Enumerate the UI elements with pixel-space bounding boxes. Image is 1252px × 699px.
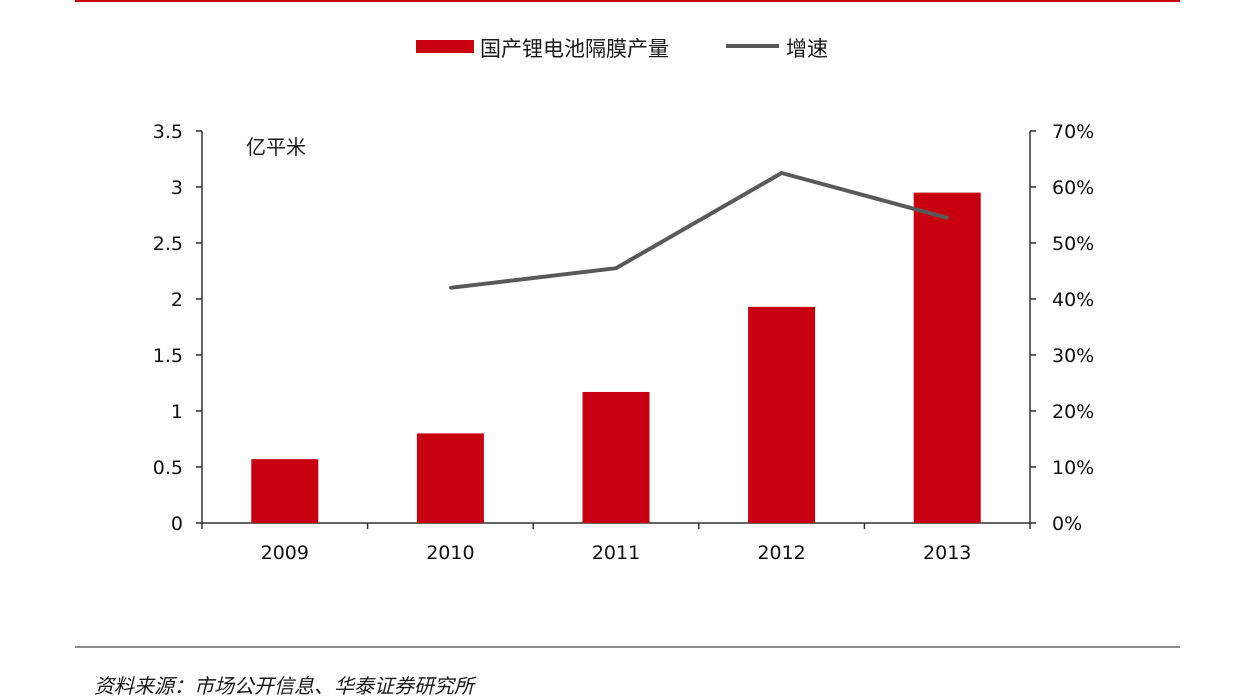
legend-label-bar: 国产锂电池隔膜产量	[480, 37, 669, 61]
growth-point-2010	[448, 286, 452, 290]
top-rule	[75, 0, 1180, 2]
right-tick-label: 0%	[1052, 513, 1082, 535]
left-tick-label: 3.5	[153, 121, 183, 143]
left-unit-label: 亿平米	[246, 135, 306, 159]
chart: 国产锂电池隔膜产量 增速 0 0.5 1 1.5 2 2.5 3 3.5 0% 10% 20% 30% 4…	[153, 37, 1094, 564]
right-tick-label: 50%	[1052, 233, 1094, 255]
x-tick-label: 2010	[426, 542, 474, 564]
left-tick-label: 2	[171, 289, 183, 311]
right-tick-label: 70%	[1052, 121, 1094, 143]
growth-point-2011	[614, 266, 618, 270]
bar-2009	[251, 459, 319, 523]
right-tick-label: 10%	[1052, 457, 1094, 479]
growth-point-2013	[945, 216, 949, 220]
left-tick-label: 1	[171, 401, 183, 423]
legend-label-line: 增速	[786, 37, 828, 61]
tick-labels: 0 0.5 1 1.5 2 2.5 3 3.5 0% 10% 20% 30% 40% 50% 60% 70% 亿…	[153, 121, 1094, 564]
bar-2013	[913, 192, 981, 523]
x-tick-label: 2012	[757, 542, 805, 564]
left-tick-label: 0.5	[153, 457, 183, 479]
bottom-rule	[75, 646, 1180, 648]
left-tick-label: 2.5	[153, 233, 183, 255]
left-tick-label: 3	[171, 177, 183, 199]
right-tick-label: 40%	[1052, 289, 1094, 311]
source-note: 资料来源：市场公开信息、华泰证券研究所	[94, 674, 474, 698]
growth-polyline	[450, 171, 948, 290]
legend-swatch-bar	[416, 40, 474, 53]
x-tick-label: 2013	[923, 542, 971, 564]
bar-2011	[582, 391, 650, 523]
right-tick-label: 30%	[1052, 345, 1094, 367]
left-tick-label: 0	[171, 513, 183, 535]
growth-line	[448, 171, 949, 290]
bar-2012	[748, 306, 816, 523]
right-tick-label: 20%	[1052, 401, 1094, 423]
x-tick-label: 2011	[592, 542, 640, 564]
bars	[251, 192, 981, 523]
left-tick-label: 1.5	[153, 345, 183, 367]
bar-2010	[416, 433, 484, 523]
x-tick-label: 2009	[261, 542, 309, 564]
right-tick-label: 60%	[1052, 177, 1094, 199]
legend: 国产锂电池隔膜产量 增速	[416, 37, 828, 61]
growth-point-2012	[780, 171, 784, 175]
